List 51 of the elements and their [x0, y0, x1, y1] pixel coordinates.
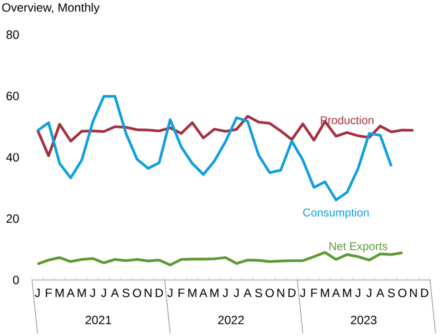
series-label: Net Exports — [329, 242, 388, 252]
y-tick-label: 0 — [13, 276, 19, 284]
x-tick-label: D — [156, 288, 163, 297]
x-tick-label: A — [376, 288, 384, 297]
x-tick-label: M — [210, 288, 218, 297]
chart-title: Overview, Monthly — [2, 2, 100, 14]
x-tick-label: J — [234, 288, 239, 298]
x-tick-label: J — [90, 288, 95, 298]
x-tick-label: F — [178, 288, 184, 297]
x-tick-label: F — [46, 288, 52, 297]
line-series — [36, 251, 404, 266]
line-series — [36, 114, 415, 158]
x-tick-label: S — [122, 288, 130, 298]
x-tick-label: M — [78, 288, 86, 297]
x-tick-label: J — [167, 288, 172, 298]
line-series — [36, 94, 393, 202]
x-tick-label: F — [311, 288, 318, 297]
x-tick-label: N — [410, 288, 417, 297]
x-tick-label: A — [66, 288, 75, 297]
x-tick-label: S — [255, 288, 262, 298]
x-tick-label: J — [300, 288, 305, 298]
y-tick-label: 40 — [6, 153, 19, 162]
x-tick-label: A — [199, 288, 208, 297]
x-tick-label: J — [222, 288, 228, 298]
x-tick-label: O — [132, 288, 142, 298]
x-tick-label: N — [277, 288, 284, 297]
text: 2022 — [218, 316, 244, 324]
y-tick-label: 60 — [6, 92, 19, 100]
x-tick-label: M — [188, 288, 196, 297]
series-label: Production — [320, 116, 374, 124]
x-tick-label: M — [343, 288, 352, 297]
series-label: Consumption — [303, 208, 369, 219]
x-tick-label: M — [56, 288, 64, 297]
x-tick-label: M — [320, 288, 329, 297]
x-tick-label: A — [244, 288, 252, 297]
x-tick-label: J — [355, 288, 360, 298]
x-tick-label: J — [34, 288, 40, 298]
y-tick-label: 80 — [6, 30, 19, 39]
text: 2023 — [350, 316, 376, 324]
x-tick-label: O — [398, 288, 406, 298]
text: 2021 — [86, 316, 112, 324]
x-tick-label: N — [144, 288, 152, 297]
x-tick-label: O — [266, 288, 274, 298]
x-tick-label: J — [101, 288, 106, 298]
x-tick-label: D — [288, 288, 296, 297]
x-tick-label: A — [110, 288, 119, 297]
x-tick-label: A — [332, 288, 340, 297]
x-tick-label: D — [421, 288, 428, 297]
x-tick-label: J — [366, 288, 372, 298]
y-tick-label: 20 — [6, 214, 19, 223]
x-tick-label: S — [388, 288, 395, 298]
